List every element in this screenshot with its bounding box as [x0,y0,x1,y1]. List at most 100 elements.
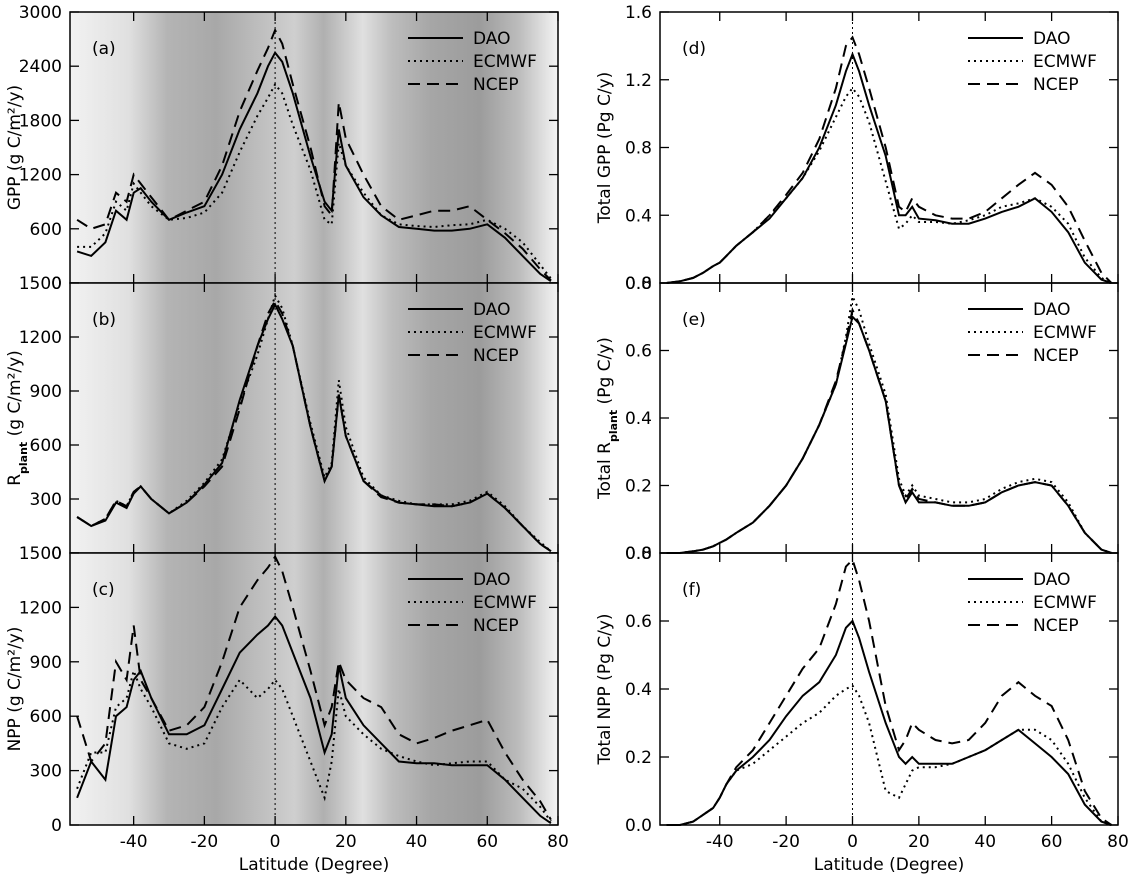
y-tick-label: 1.2 [625,71,652,91]
background-shading [70,553,558,825]
x-axis-label: Latitude (Degree) [239,855,390,875]
y-tick-label: 1200 [19,598,62,618]
series-line [76,298,552,553]
series-line [76,27,552,281]
y-tick-label: 300 [30,490,62,510]
x-tick-label: 20 [335,832,357,852]
panel: 0 300 600 900 1200 1500 -40 -20 0 20 40 60 80 Latitud… [5,544,569,875]
y-tick-label: 900 [30,382,62,402]
x-tick-label: 80 [547,832,569,852]
legend-label: DAO [1033,300,1071,320]
series-line [666,293,1112,554]
x-tick-label: 40 [406,832,428,852]
y-tick-label: 0.8 [625,274,652,294]
y-tick-label: 1800 [19,111,62,131]
panel-label: (f) [682,580,701,600]
legend-label: DAO [1033,570,1071,590]
panel-label: (e) [682,310,706,330]
panel-label: (c) [92,580,115,600]
legend-label: ECMWF [473,52,537,72]
y-tick-label: 0 [51,274,62,294]
series-line [76,554,552,821]
background-shading [70,283,558,553]
x-tick-label: -20 [772,832,800,852]
plot-frame [659,552,1119,826]
y-tick-label: 0 [51,816,62,836]
y-tick-label: 0.6 [625,342,652,362]
y-axis-label-part: plant [17,442,30,474]
y-tick-label: 0.0 [625,544,652,564]
legend-label: NCEP [1033,75,1079,95]
legend-label: NCEP [1033,616,1079,636]
series-line [666,35,1113,284]
x-tick-label: 40 [974,832,996,852]
series-line [666,619,1112,826]
y-axis-label: Total Rplant (Pg C/y) [595,337,620,500]
y-axis-label-part: (Pg C/y) [595,337,615,410]
y-tick-label: 0 [51,544,62,564]
panel: 0 300 600 900 1200 1500 Rplant (g C/m²/y) (b) DA… [5,274,559,564]
legend-label: NCEP [473,75,519,95]
legend-label: NCEP [473,346,519,366]
legend-label: NCEP [473,616,519,636]
y-tick-label: 0.4 [625,409,652,429]
panel: 0.0 0.2 0.4 0.6 0.8 Total Rplant (Pg C/y) (e) D… [595,274,1119,564]
y-axis-label-part: NPP (g C/m²/y) [5,627,25,752]
x-tick-label: -40 [120,832,148,852]
y-tick-label: 0.0 [625,816,652,836]
series-line [666,684,1112,826]
panel-label: (b) [92,310,116,330]
legend-label: ECMWF [1033,52,1097,72]
y-tick-label: 0.0 [625,274,652,294]
series-line [76,50,552,283]
y-tick-label: 1200 [19,166,62,186]
series-line [666,86,1112,284]
x-tick-label: 60 [1041,832,1063,852]
y-axis-label: GPP (g C/m²/y) [5,85,25,210]
panel: 0 600 1200 1800 2400 3000 GPP (g C/m²/y) (a) DAO… [5,3,559,294]
x-axis-label: Latitude (Degree) [814,855,965,875]
y-tick-label: 900 [30,653,62,673]
panel-label: (a) [92,39,116,59]
y-axis-label-part: Total NPP (Pg C/y) [595,613,615,765]
x-tick-label: -20 [190,832,218,852]
x-tick-label: 80 [1107,832,1129,852]
legend-label: ECMWF [1033,323,1097,343]
series-line [666,557,1112,826]
legend-label: ECMWF [1033,593,1097,613]
y-tick-label: 300 [30,762,62,782]
y-axis-label-part: (g C/m²/y) [5,350,25,442]
panel: 0.0 0.4 0.8 1.2 1.6 Total GPP (Pg C/y) (d) DAO E… [595,3,1119,294]
legend-label: DAO [473,570,511,590]
series-line [76,614,552,825]
y-tick-label: 3000 [19,3,62,23]
y-tick-label: 0.2 [625,748,652,768]
y-tick-label: 0.4 [625,206,652,226]
y-axis-label-part: GPP (g C/m²/y) [5,85,25,210]
y-tick-label: 600 [30,707,62,727]
legend-label: DAO [1033,29,1071,49]
y-axis-label: Total GPP (Pg C/y) [595,72,615,225]
legend-label: DAO [473,300,511,320]
y-tick-label: 600 [30,436,62,456]
y-tick-label: 2400 [19,57,62,77]
y-axis-label-part: plant [607,410,620,442]
legend-label: DAO [473,29,511,49]
y-tick-label: 1200 [19,328,62,348]
x-tick-label: 0 [847,832,858,852]
panel-label: (d) [682,39,706,59]
x-tick-label: -40 [706,832,734,852]
legend-label: NCEP [1033,346,1079,366]
y-tick-label: 1.6 [625,3,652,23]
y-tick-label: 0.4 [625,680,652,700]
y-axis-label-part: Total R [595,442,615,500]
x-tick-label: 60 [476,832,498,852]
y-tick-label: 0.8 [625,139,652,159]
y-axis-label-part: R [5,474,25,486]
x-tick-label: 20 [908,832,930,852]
y-tick-label: 1500 [19,274,62,294]
y-tick-label: 600 [30,220,62,240]
y-tick-label: 0.8 [625,544,652,564]
